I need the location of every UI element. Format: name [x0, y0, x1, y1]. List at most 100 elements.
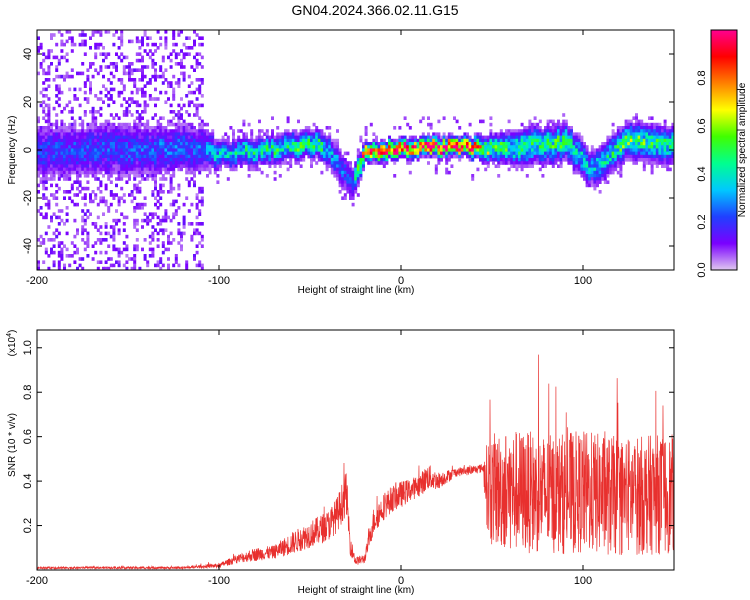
spectrogram-cell	[606, 135, 610, 140]
spectrogram-cell	[65, 142, 69, 146]
spectrogram-cell	[525, 145, 529, 149]
spectrogram-cell	[39, 129, 43, 133]
spectrogram-cell	[70, 151, 74, 156]
spectrogram-cell	[471, 145, 475, 149]
spectrogram-cell	[434, 151, 438, 156]
spectrogram-cell	[310, 158, 313, 162]
spectrogram-cell	[221, 154, 225, 159]
spectrogram-cell	[265, 174, 269, 178]
spectrogram-cell	[471, 138, 475, 143]
spectrogram-cell	[99, 231, 103, 236]
spectrogram-cell	[177, 222, 181, 226]
spectrogram-cell	[44, 186, 48, 191]
spectrogram-cell	[60, 167, 64, 172]
spectrogram-cell	[645, 132, 649, 136]
spectrogram-cell	[154, 78, 157, 82]
spectrogram-cell	[284, 158, 287, 162]
spectrogram-cell	[60, 142, 64, 146]
spectrogram-cell	[206, 167, 209, 172]
spectrogram-cell	[341, 170, 345, 175]
spectrogram-cell	[73, 193, 77, 197]
spectrogram-cell	[70, 164, 74, 168]
spectrogram-cell	[343, 180, 347, 184]
spectrogram-cell	[81, 154, 85, 159]
spectrogram-cell	[559, 138, 563, 143]
spectrogram-cell	[135, 158, 139, 162]
spectrogram-cell	[312, 129, 316, 133]
spectrogram-cell	[611, 154, 615, 159]
spectrogram-cell	[663, 151, 667, 156]
spectrogram-cell	[484, 142, 488, 146]
spectrogram-cell	[177, 145, 181, 149]
spectrogram-cell	[50, 177, 53, 181]
spectrogram-cell	[50, 142, 53, 146]
spectrogram-cell	[603, 167, 607, 172]
spectrogram-cell	[143, 164, 147, 168]
spectrogram-cell	[614, 151, 618, 156]
spectrogram-cell	[640, 132, 644, 136]
spectrogram-cell	[73, 87, 77, 92]
spectrogram-cell	[50, 122, 53, 127]
spectrogram-cell	[70, 254, 74, 258]
spectrogram-cell	[73, 180, 77, 184]
spectrogram-cell	[252, 138, 256, 143]
spectrogram-cell	[156, 122, 160, 127]
spectrogram-cell	[44, 164, 48, 168]
spectrogram-cell	[83, 97, 87, 101]
spectrogram-cell	[310, 142, 313, 146]
spectrogram-cell	[89, 122, 92, 127]
spectrogram-cell	[65, 138, 69, 143]
spectrogram-cell	[390, 142, 394, 146]
spectrogram-cell	[52, 145, 56, 149]
spectrogram-cell	[411, 148, 415, 152]
spectrogram-cell	[112, 244, 116, 248]
spectrogram-cell	[609, 138, 612, 143]
spectrogram-cell	[460, 145, 464, 149]
spectrogram-cell	[346, 183, 350, 188]
spectrogram-cell	[164, 158, 168, 162]
spectrogram-cell	[86, 100, 90, 104]
spectrogram-cell	[590, 151, 594, 156]
spectrogram-cell	[250, 151, 254, 156]
spectrogram-cell	[159, 138, 163, 143]
spectrogram-cell	[406, 138, 410, 143]
spectrogram-cell	[52, 170, 56, 175]
spectrogram-cell	[302, 135, 306, 140]
spectrogram-cell	[245, 151, 248, 156]
spectrogram-cell	[323, 161, 326, 165]
spectrogram-cell	[63, 154, 66, 159]
spectrogram-cell	[554, 126, 558, 130]
spectrogram-cell	[533, 154, 537, 159]
spectrogram-cell	[91, 170, 95, 175]
spectrogram-cell	[117, 116, 121, 120]
spectrogram-cell	[564, 154, 568, 159]
spectrogram-cell	[260, 138, 264, 143]
spectrogram-cell	[200, 132, 204, 136]
spectrogram-cell	[70, 241, 74, 245]
spectrogram-cell	[135, 135, 139, 140]
spectrogram-cell	[99, 158, 103, 162]
spectrogram-cell	[138, 138, 142, 143]
spectrogram-cell	[445, 148, 449, 152]
spectrogram-cell	[156, 263, 160, 268]
spectrogram-cell	[242, 138, 246, 143]
spectrogram-cell	[258, 138, 261, 143]
spectrogram-cell	[156, 154, 160, 159]
spectrogram-cell	[367, 158, 371, 162]
spectrogram-cell	[629, 122, 633, 127]
spectrogram-cell	[312, 138, 316, 143]
spectrogram-cell	[65, 164, 69, 168]
spectrogram-cell	[104, 260, 108, 264]
spectrogram-cell	[606, 161, 610, 165]
spectrogram-cell	[200, 65, 204, 69]
spectrogram-cell	[187, 103, 191, 108]
spectrogram-cell	[200, 190, 204, 194]
spectrogram-cell	[120, 177, 124, 181]
spectrogram-cell	[195, 148, 199, 152]
spectrogram-cell	[460, 135, 464, 140]
spectrogram-cell	[117, 167, 121, 172]
spectrogram-cell	[416, 142, 420, 146]
spectrogram-cell	[323, 151, 326, 156]
snr-y-axis-title: SNR (10 * v/v)	[7, 413, 18, 477]
spectrogram-cell	[138, 142, 142, 146]
